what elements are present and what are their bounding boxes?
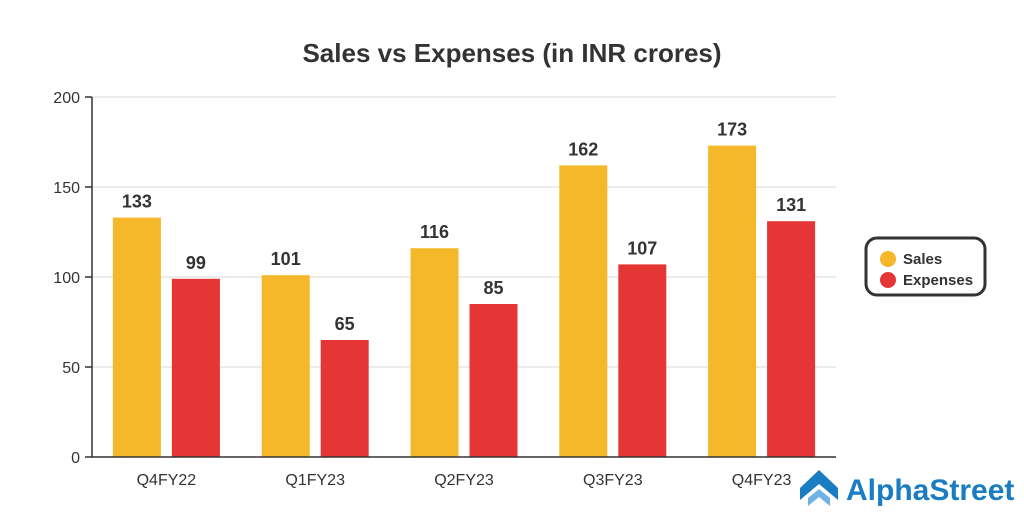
logo-chevron-icon xyxy=(800,470,838,506)
x-tick-label: Q3FY23 xyxy=(583,472,643,489)
bar-sales xyxy=(261,275,310,457)
legend-label: Expenses xyxy=(903,272,973,289)
legend-marker-expenses xyxy=(880,272,896,288)
data-label: 162 xyxy=(568,139,598,159)
bar-expenses xyxy=(469,304,518,457)
legend: Sales Expenses xyxy=(864,236,987,297)
logo-text: AlphaStreet xyxy=(846,474,1014,507)
y-tick-label: 100 xyxy=(53,270,80,287)
alphastreet-logo: AlphaStreet xyxy=(800,470,1014,507)
x-tick-label: Q2FY23 xyxy=(434,472,494,489)
data-label: 173 xyxy=(717,120,747,140)
bar-sales xyxy=(559,165,608,457)
chart-title: Sales vs Expenses (in INR crores) xyxy=(302,38,721,68)
data-label: 99 xyxy=(186,253,206,273)
bar-expenses xyxy=(618,264,667,457)
y-tick-label: 0 xyxy=(71,450,80,467)
y-tick-label: 200 xyxy=(53,90,80,107)
data-label: 85 xyxy=(483,278,503,298)
legend-marker-sales xyxy=(880,251,896,267)
bar-sales xyxy=(410,248,459,457)
data-label: 101 xyxy=(271,249,301,269)
bar-expenses xyxy=(767,221,816,457)
bar-sales xyxy=(708,145,757,457)
data-label: 65 xyxy=(335,314,355,334)
x-tick-label: Q1FY23 xyxy=(285,472,345,489)
bar-sales xyxy=(112,217,161,457)
data-label: 131 xyxy=(776,195,806,215)
bar-expenses xyxy=(171,278,220,457)
data-label: 107 xyxy=(627,238,657,258)
x-tick-label: Q4FY22 xyxy=(137,472,197,489)
x-tick-label: Q4FY23 xyxy=(732,472,792,489)
data-label: 116 xyxy=(420,222,449,242)
y-tick-label: 50 xyxy=(62,360,80,377)
y-tick-label: 150 xyxy=(53,180,80,197)
data-label: 133 xyxy=(122,192,152,212)
bar-expenses xyxy=(320,340,369,457)
legend-label: Sales xyxy=(903,251,942,268)
